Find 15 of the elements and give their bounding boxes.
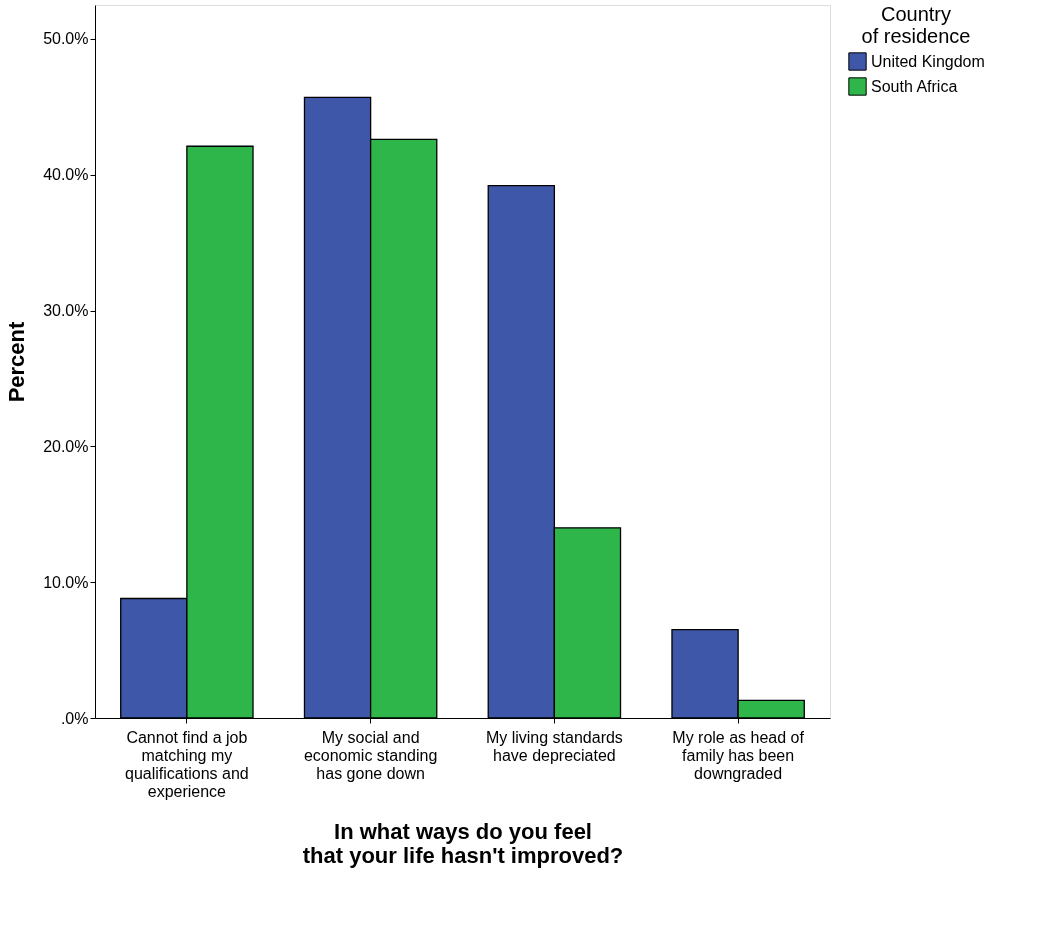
y-tick-label: 30.0% — [43, 302, 89, 320]
legend-label: United Kingdom — [871, 52, 985, 70]
legend-label: South Africa — [871, 77, 958, 95]
legend-title: Country of residence — [861, 3, 971, 47]
y-tick-label: 20.0% — [43, 437, 89, 455]
x-axis-title: In what ways do you feel that your life hasn't improved? — [302, 818, 624, 868]
y-tick-label: 10.0% — [43, 573, 89, 591]
y-tick-label: .0% — [60, 709, 89, 727]
y-tick-label: 40.0% — [43, 166, 89, 184]
x-tick-label: My living standards have depreciated — [485, 728, 623, 764]
x-tick-label: My social and economic standing has gone down — [303, 728, 438, 782]
y-axis-title: Percent — [4, 320, 30, 403]
y-tick-label: 50.0% — [43, 30, 89, 48]
x-tick-label: Cannot find a job matching my qualifications and experience — [125, 728, 249, 800]
x-tick-label: My role as head of family has been downgraded — [672, 728, 805, 782]
